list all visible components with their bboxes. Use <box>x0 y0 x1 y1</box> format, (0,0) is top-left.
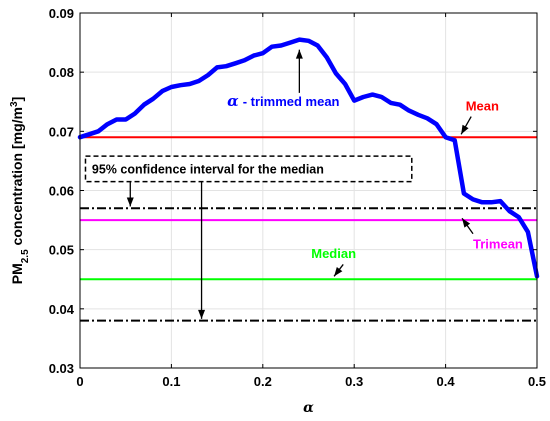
ci-upper-arrow-head <box>126 197 134 207</box>
series-lines <box>77 37 540 322</box>
trimmed-mean-arrow-head <box>295 49 303 59</box>
trimmed-mean-line <box>77 37 540 279</box>
trimmed-mean-label: α- trimmed mean <box>227 92 339 110</box>
mean-arrow-head <box>461 124 469 135</box>
ci-label-box <box>84 155 413 183</box>
grid <box>79 12 538 369</box>
x-tick-label-2: 0.2 <box>254 374 272 389</box>
y-tick-label-1: 0.04 <box>49 302 75 317</box>
median-label: Median <box>311 246 356 261</box>
y-tick-label-6: 0.09 <box>49 6 74 21</box>
x-tick-label-3: 0.3 <box>345 374 363 389</box>
y-axis-label: PM2.5 concentration [mg/m3] <box>9 97 31 285</box>
ci-lower-arrow-head <box>198 309 206 319</box>
annotation-arrows <box>126 49 474 319</box>
ticks: 0 0.1 0.2 0.3 0.4 0.5 0.03 0.04 0.05 0.06 0.07 0.08… <box>49 6 546 389</box>
y-tick-label-3: 0.06 <box>49 184 74 199</box>
trimean-label: Trimean <box>473 236 523 251</box>
trimean-arrow-head <box>462 218 471 228</box>
x-tick-label-1: 0.1 <box>162 374 180 389</box>
x-tick-label-4: 0.4 <box>437 374 456 389</box>
y-tick-label-2: 0.05 <box>49 243 74 258</box>
x-axis-label: α <box>303 400 314 416</box>
y-tick-label-0: 0.03 <box>49 361 74 376</box>
x-tick-label-5: 0.5 <box>528 374 546 389</box>
median-arrow-head <box>334 267 343 277</box>
x-tick-label-0: 0 <box>76 374 83 389</box>
ci-label: 95% confidence interval for the median <box>92 162 324 176</box>
y-tick-label-5: 0.08 <box>49 65 74 80</box>
mean-label: Mean <box>466 99 499 114</box>
y-tick-label-4: 0.07 <box>49 124 74 139</box>
